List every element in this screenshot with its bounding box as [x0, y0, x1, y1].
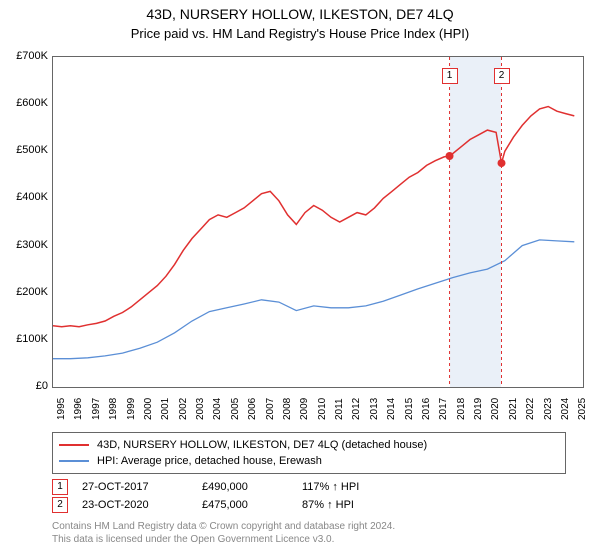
sale-row-marker: 1	[52, 479, 68, 495]
y-tick-label: £600K	[2, 97, 48, 109]
legend-swatch	[59, 460, 89, 462]
sale-pct-vs-hpi: 117% ↑ HPI	[302, 481, 422, 493]
x-tick-label: 2025	[577, 398, 588, 420]
x-tick-label: 2024	[560, 398, 571, 420]
sale-row-marker: 2	[52, 497, 68, 513]
series-property	[53, 107, 574, 327]
sales-table: 1 27-OCT-2017£490,000117% ↑ HPI 2 23-OCT-20…	[52, 478, 422, 514]
legend-row: HPI: Average price, detached house, Erew…	[59, 453, 559, 469]
x-tick-label: 2011	[334, 398, 345, 420]
x-tick-label: 2010	[317, 398, 328, 420]
sale-price: £490,000	[202, 481, 302, 493]
series-hpi	[53, 240, 574, 359]
x-tick-label: 2019	[473, 398, 484, 420]
x-tick-label: 1998	[108, 398, 119, 420]
x-tick-label: 2000	[143, 398, 154, 420]
x-tick-label: 2014	[386, 398, 397, 420]
x-tick-label: 2012	[351, 398, 362, 420]
legend-swatch	[59, 444, 89, 446]
sale-row: 2 23-OCT-2020£475,00087% ↑ HPI	[52, 496, 422, 514]
sale-marker-dot-1	[446, 152, 454, 160]
chart-plot-area: 12	[52, 56, 584, 388]
y-tick-label: £700K	[2, 50, 48, 62]
chart-subtitle: Price paid vs. HM Land Registry's House …	[0, 22, 600, 41]
x-tick-label: 2006	[247, 398, 258, 420]
x-tick-label: 2017	[438, 398, 449, 420]
x-tick-label: 1995	[56, 398, 67, 420]
chart-svg	[53, 57, 583, 387]
chart-title: 43D, NURSERY HOLLOW, ILKESTON, DE7 4LQ	[0, 0, 600, 22]
sale-row: 1 27-OCT-2017£490,000117% ↑ HPI	[52, 478, 422, 496]
y-tick-label: £300K	[2, 239, 48, 251]
x-tick-label: 1997	[91, 398, 102, 420]
footer-line-2: This data is licensed under the Open Gov…	[52, 533, 572, 546]
x-tick-label: 2020	[490, 398, 501, 420]
x-tick-label: 2015	[404, 398, 415, 420]
sale-marker-box-2: 2	[494, 68, 510, 84]
x-tick-label: 2005	[230, 398, 241, 420]
x-tick-label: 2008	[282, 398, 293, 420]
sale-date: 23-OCT-2020	[82, 499, 202, 511]
x-tick-label: 2021	[508, 398, 519, 420]
y-tick-label: £0	[2, 380, 48, 392]
x-tick-label: 2004	[212, 398, 223, 420]
x-tick-label: 1996	[73, 398, 84, 420]
chart-footer: Contains HM Land Registry data © Crown c…	[52, 520, 572, 546]
x-tick-label: 2003	[195, 398, 206, 420]
y-tick-label: £400K	[2, 191, 48, 203]
x-tick-label: 2016	[421, 398, 432, 420]
sale-date: 27-OCT-2017	[82, 481, 202, 493]
sale-price: £475,000	[202, 499, 302, 511]
footer-line-1: Contains HM Land Registry data © Crown c…	[52, 520, 572, 533]
y-tick-label: £500K	[2, 144, 48, 156]
legend-label: HPI: Average price, detached house, Erew…	[97, 455, 322, 467]
x-tick-label: 2022	[525, 398, 536, 420]
x-tick-label: 2002	[178, 398, 189, 420]
x-tick-label: 2007	[265, 398, 276, 420]
x-tick-label: 2009	[299, 398, 310, 420]
x-tick-label: 2018	[456, 398, 467, 420]
chart-legend: 43D, NURSERY HOLLOW, ILKESTON, DE7 4LQ (…	[52, 432, 566, 474]
x-tick-label: 2001	[160, 398, 171, 420]
price-vs-hpi-chart-container: { "title": "43D, NURSERY HOLLOW, ILKESTO…	[0, 0, 600, 560]
sale-marker-box-1: 1	[442, 68, 458, 84]
legend-row: 43D, NURSERY HOLLOW, ILKESTON, DE7 4LQ (…	[59, 437, 559, 453]
legend-label: 43D, NURSERY HOLLOW, ILKESTON, DE7 4LQ (…	[97, 439, 427, 451]
x-tick-label: 2023	[543, 398, 554, 420]
x-tick-label: 1999	[126, 398, 137, 420]
sale-pct-vs-hpi: 87% ↑ HPI	[302, 499, 422, 511]
y-tick-label: £100K	[2, 333, 48, 345]
sale-marker-dot-2	[498, 159, 506, 167]
y-tick-label: £200K	[2, 286, 48, 298]
x-tick-label: 2013	[369, 398, 380, 420]
